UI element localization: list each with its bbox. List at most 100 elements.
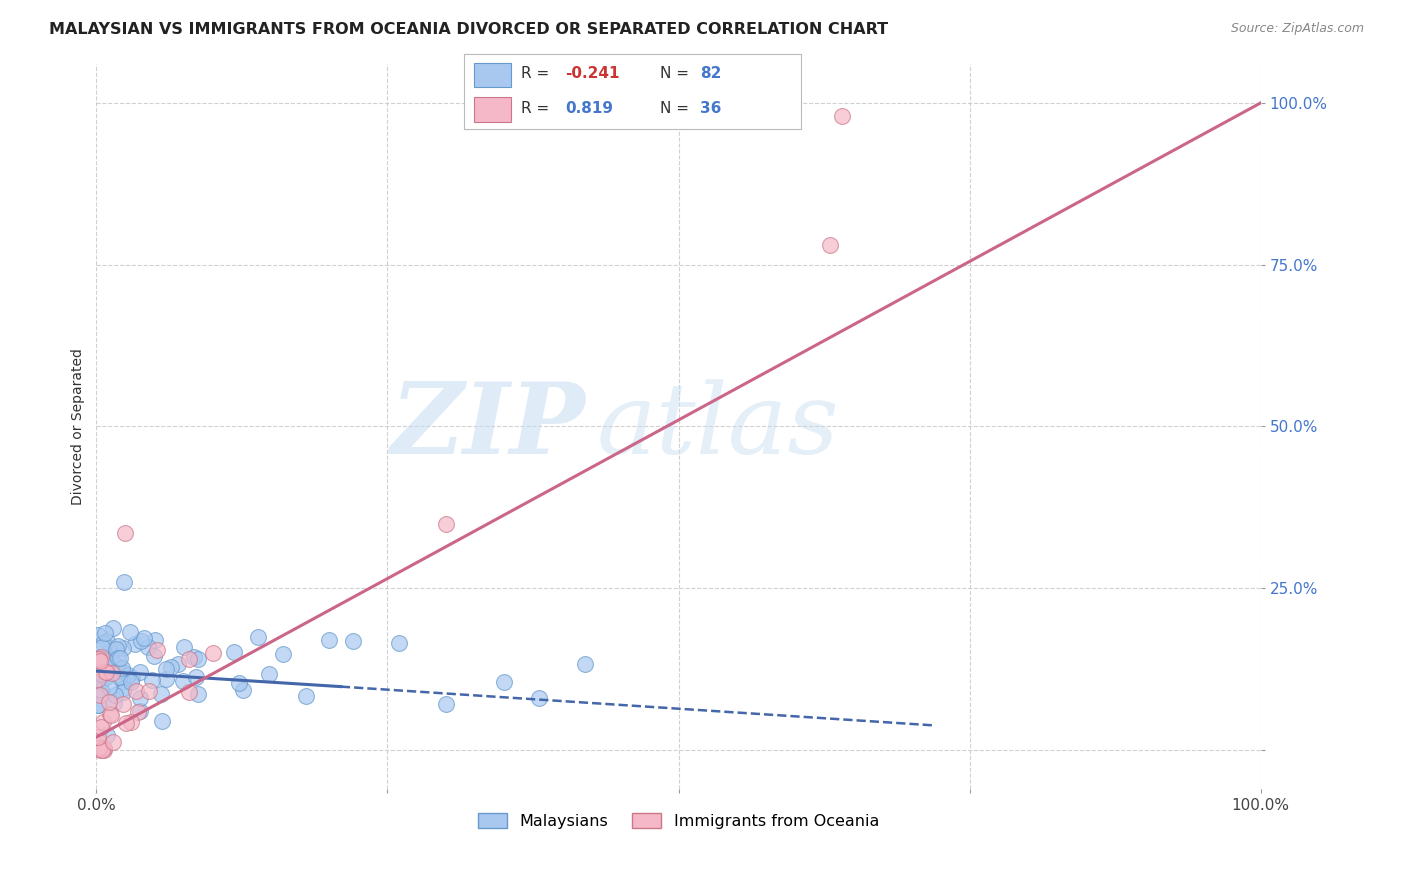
Point <box>91 636 114 650</box>
Point <box>179 685 201 699</box>
Point <box>172 673 194 688</box>
Point <box>87 741 110 756</box>
Point <box>155 662 177 676</box>
Point <box>87 698 110 712</box>
Point <box>388 636 411 650</box>
Legend: Malaysians, Immigrants from Oceania: Malaysians, Immigrants from Oceania <box>471 806 886 835</box>
Point <box>128 665 150 680</box>
Point <box>134 631 156 645</box>
Point <box>222 645 245 659</box>
Point <box>146 642 169 657</box>
Point <box>179 652 201 666</box>
Point <box>86 665 108 680</box>
Point <box>101 666 124 681</box>
Point <box>121 671 143 685</box>
Text: Source: ZipAtlas.com: Source: ZipAtlas.com <box>1230 22 1364 36</box>
Point <box>183 650 205 665</box>
Point <box>138 683 160 698</box>
Point <box>90 665 112 679</box>
Point <box>155 672 177 686</box>
Point <box>434 516 457 531</box>
Point <box>141 673 163 687</box>
Point <box>138 640 160 654</box>
Point <box>105 659 128 673</box>
Point <box>831 109 853 123</box>
Point <box>117 668 139 682</box>
Text: -0.241: -0.241 <box>565 67 620 81</box>
Point <box>91 666 114 681</box>
Point <box>527 691 550 706</box>
Point <box>98 706 121 721</box>
Point <box>492 675 515 690</box>
Point <box>91 661 114 675</box>
Text: R =: R = <box>522 102 560 116</box>
Point <box>187 651 209 665</box>
Point <box>86 734 108 748</box>
Point <box>89 651 111 665</box>
Point <box>173 640 195 654</box>
Point <box>89 654 111 668</box>
Point <box>94 665 117 679</box>
Point <box>96 670 118 684</box>
Point <box>112 665 135 679</box>
Point <box>86 628 108 642</box>
Point <box>98 644 121 658</box>
Point <box>257 666 280 681</box>
Point <box>90 675 112 690</box>
Point <box>94 626 117 640</box>
Point <box>120 675 142 690</box>
Point <box>98 661 121 675</box>
Y-axis label: Divorced or Separated: Divorced or Separated <box>72 348 86 505</box>
Text: 82: 82 <box>700 67 721 81</box>
Point <box>96 728 118 742</box>
Point <box>108 670 131 684</box>
Point <box>89 667 111 681</box>
Point <box>112 574 135 589</box>
Point <box>93 743 115 757</box>
Point <box>150 714 173 728</box>
Text: 0.819: 0.819 <box>565 102 613 116</box>
Point <box>91 686 114 700</box>
Text: ZIP: ZIP <box>391 378 585 475</box>
Point <box>89 743 111 757</box>
Text: MALAYSIAN VS IMMIGRANTS FROM OCEANIA DIVORCED OR SEPARATED CORRELATION CHART: MALAYSIAN VS IMMIGRANTS FROM OCEANIA DIV… <box>49 22 889 37</box>
Point <box>111 684 134 698</box>
Point <box>90 682 112 697</box>
Point <box>91 715 114 730</box>
Text: N =: N = <box>659 102 693 116</box>
Point <box>115 716 138 731</box>
Point <box>120 715 142 730</box>
Text: atlas: atlas <box>598 379 839 475</box>
Point <box>89 688 111 702</box>
Point <box>90 640 112 654</box>
Point <box>91 743 114 757</box>
Point <box>125 684 148 698</box>
Point <box>98 695 121 709</box>
Text: R =: R = <box>522 67 554 81</box>
Point <box>90 720 112 734</box>
Point <box>143 633 166 648</box>
Point <box>87 652 110 666</box>
Point <box>100 708 122 723</box>
Point <box>318 633 340 648</box>
Point <box>201 646 224 660</box>
Point <box>87 665 110 679</box>
Text: 36: 36 <box>700 102 721 116</box>
Point <box>105 642 128 657</box>
Point <box>103 697 125 711</box>
Point <box>101 735 124 749</box>
Point <box>107 651 129 665</box>
Point <box>574 657 596 671</box>
Point <box>103 655 125 669</box>
Point <box>118 624 141 639</box>
Point <box>129 690 152 705</box>
Point <box>818 238 841 252</box>
Point <box>97 680 120 694</box>
Point <box>247 630 270 644</box>
Point <box>111 640 134 655</box>
Point <box>104 688 127 702</box>
Point <box>87 698 110 712</box>
Point <box>160 659 183 673</box>
Point <box>150 688 173 702</box>
Point <box>96 653 118 667</box>
